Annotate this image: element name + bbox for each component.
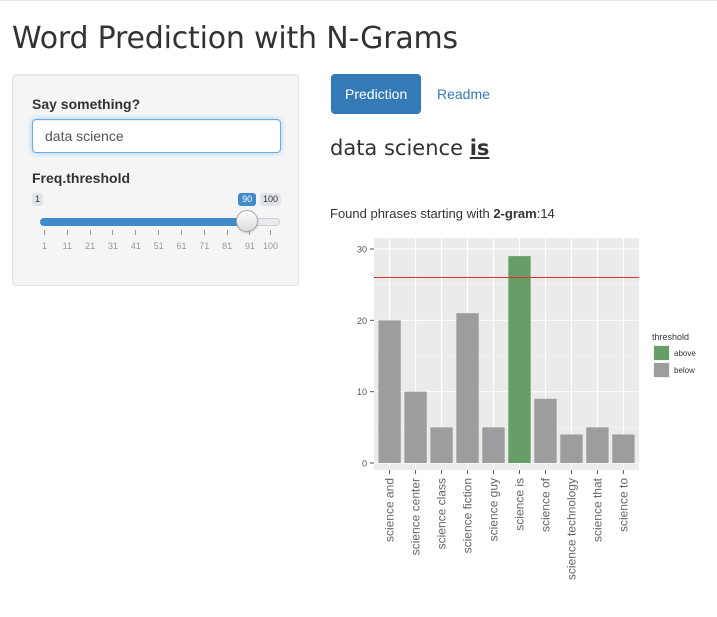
slider-handle[interactable]	[236, 210, 259, 232]
bar	[586, 427, 609, 463]
slider-tick	[270, 230, 271, 235]
legend-label-below: below	[674, 366, 695, 375]
slider-tick-label: 81	[222, 241, 233, 251]
slider-value-label: 90	[238, 193, 257, 206]
slider-tick	[203, 230, 205, 235]
slider-tick-label: 61	[176, 241, 187, 251]
slider-fill	[40, 218, 248, 226]
slider-tick-label: 71	[199, 241, 210, 251]
bar	[612, 434, 635, 463]
x-tick-label: science fiction	[461, 478, 475, 553]
bar	[560, 434, 583, 463]
slider-tick	[249, 230, 251, 235]
slider-tick	[135, 230, 137, 235]
slider-tick-label: 11	[62, 241, 72, 251]
legend-swatch-below	[654, 363, 669, 377]
x-tick-label: science to	[616, 478, 630, 532]
slider-tick	[226, 230, 228, 235]
found-count: 14	[540, 206, 555, 221]
bar	[534, 398, 557, 463]
legend-swatch-above	[654, 346, 669, 360]
slider-label: Freq.threshold	[32, 170, 131, 186]
page-title: Word Prediction with N-Grams	[12, 21, 458, 56]
tab-readme[interactable]: Readme	[437, 86, 490, 102]
bar	[404, 391, 427, 463]
top-divider	[0, 0, 717, 1]
x-tick-label: science is	[512, 478, 526, 531]
slider-tick	[158, 230, 160, 235]
x-tick-label: science and	[383, 478, 397, 542]
bar	[508, 256, 531, 463]
sidebar-panel: Say something? Freq.threshold 1 100 90 1…	[12, 74, 299, 286]
x-tick-label: science class	[435, 478, 449, 549]
slider-tick-label: 91	[244, 241, 255, 251]
bar	[456, 313, 479, 463]
ngram-bar-chart: 0 10 20 30 science and science center science …	[357, 238, 696, 580]
prediction-output: data science is	[330, 136, 489, 160]
found-ngram: 2-gram	[493, 206, 537, 221]
slider-tick	[44, 230, 45, 235]
bar	[430, 427, 453, 463]
x-tick-label: science guy	[487, 478, 501, 541]
y-tick-label: 0	[362, 459, 367, 469]
x-tick-label: science that	[590, 477, 604, 542]
found-phrases-text: Found phrases starting with 2-gram:14	[330, 206, 555, 221]
slider-tick	[66, 230, 68, 235]
legend-title: threshold	[652, 332, 689, 342]
bar	[378, 320, 401, 463]
y-tick-label: 20	[357, 316, 367, 326]
predicted-word: is	[469, 136, 490, 160]
legend-label-above: above	[674, 349, 696, 358]
freq-threshold-slider[interactable]: 1 100 90 1 11 21 31 41 51 61 71 81 91 100	[32, 193, 282, 253]
slider-max-label: 100	[260, 193, 282, 206]
slider-tick-label: 21	[85, 241, 96, 251]
slider-tick-label: 51	[153, 241, 164, 251]
slider-tick-label: 100	[262, 241, 279, 251]
slider-min-label: 1	[32, 193, 44, 206]
found-sep: :	[536, 206, 541, 221]
y-tick-label: 30	[357, 245, 367, 255]
x-tick-label: science center	[409, 478, 423, 555]
found-prefix: Found phrases starting with	[330, 206, 490, 221]
phrase-input[interactable]	[32, 119, 281, 153]
input-label: Say something?	[32, 96, 141, 112]
bar	[482, 427, 505, 463]
slider-tick-label: 31	[107, 241, 118, 251]
y-tick-label: 10	[357, 387, 367, 397]
x-tick-label: science of	[538, 477, 552, 532]
tab-prediction[interactable]: Prediction	[331, 74, 422, 114]
slider-tick	[89, 230, 91, 235]
x-tick-label: science technology	[564, 478, 578, 580]
prediction-prefix: data science	[330, 136, 463, 160]
slider-tick-label: 1	[41, 241, 48, 251]
slider-tick	[112, 230, 114, 235]
slider-tick	[180, 230, 182, 235]
slider-tick-label: 41	[130, 241, 141, 251]
